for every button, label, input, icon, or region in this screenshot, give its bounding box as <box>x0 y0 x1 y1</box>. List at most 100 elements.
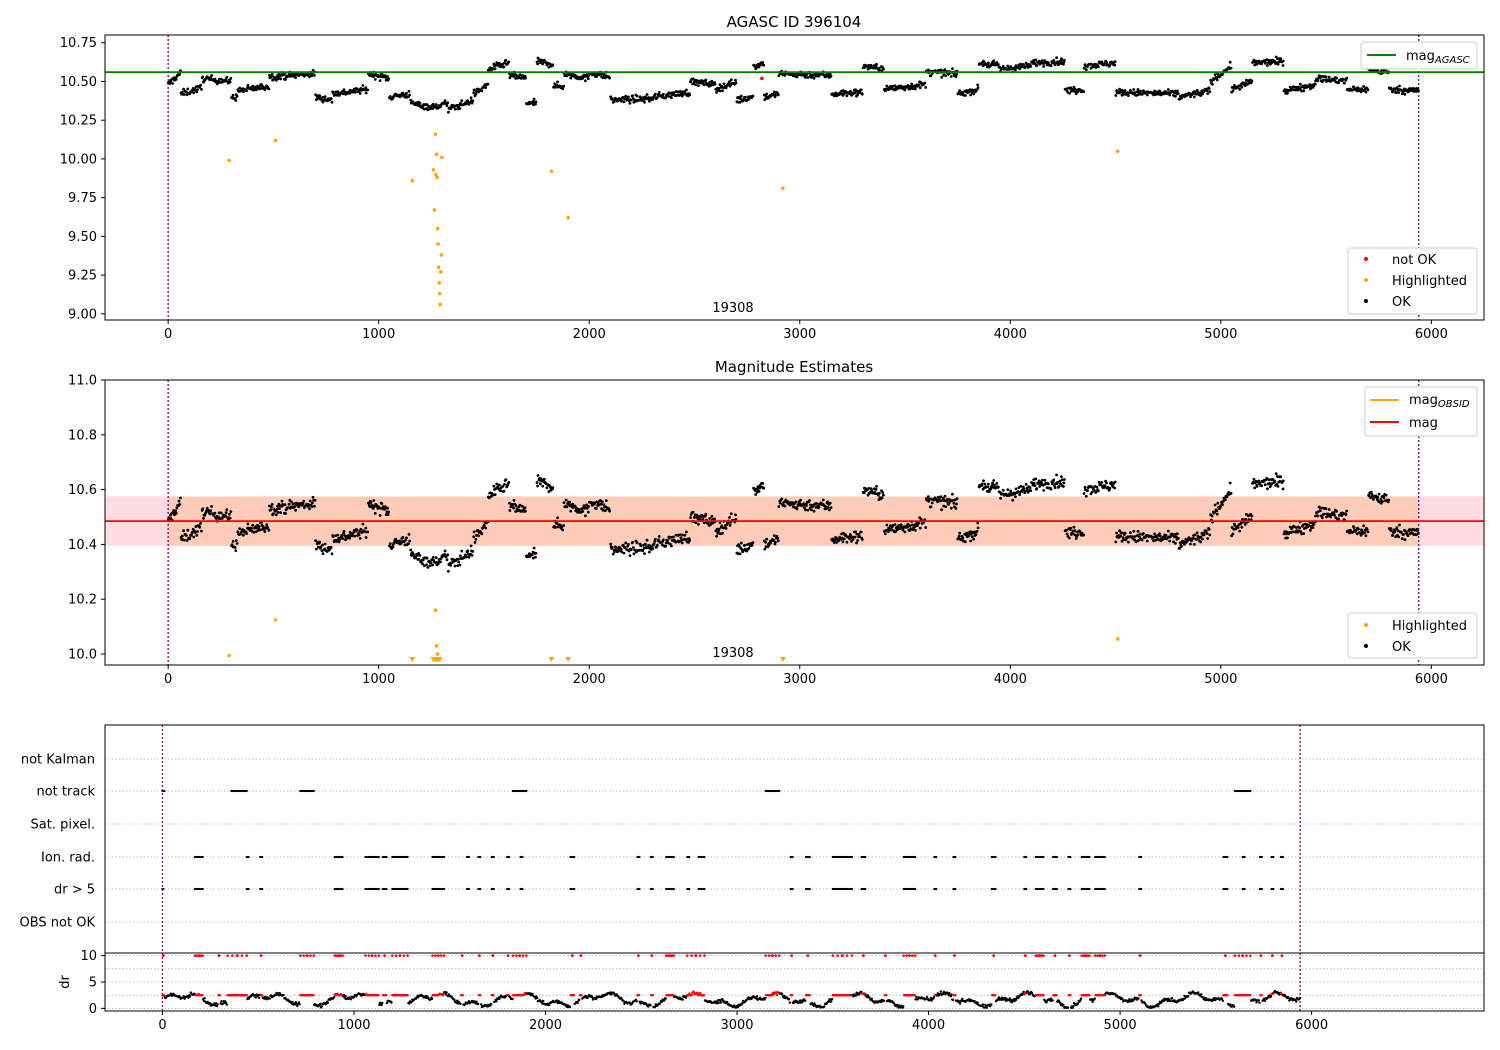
p1-ok-point-1395 <box>1105 60 1108 64</box>
p2-ok-point-1317 <box>1052 478 1056 482</box>
p2-ok-point-1726 <box>1327 508 1331 511</box>
p2-ok-point-455 <box>472 530 476 534</box>
p1-ok-point-1135 <box>929 74 933 78</box>
p2-ok-point-121 <box>248 529 252 532</box>
p1-highlighted-point-16 <box>439 253 444 257</box>
p2-ok-point-1173 <box>955 502 958 506</box>
p2-ok-point-1156 <box>943 494 947 498</box>
p2-ok-point-765 <box>680 541 684 545</box>
p2-ok-point-48 <box>199 522 203 525</box>
dr-point-429 <box>489 1002 493 1006</box>
p1-ok-point-844 <box>734 78 737 82</box>
p2-ok-point-941 <box>799 498 802 502</box>
dr-point-415 <box>479 994 482 997</box>
p1-ok-point-299 <box>368 74 371 77</box>
p1-ok-point-285 <box>358 92 362 95</box>
p1-ok-point-1409 <box>1114 94 1118 97</box>
p2-ok-point-497 <box>501 484 505 488</box>
p2-ok-point-853 <box>739 541 743 545</box>
flag-mark-3-22-3 <box>864 855 867 859</box>
p1-ok-point-1829 <box>1397 91 1400 95</box>
p1-ok-point-225 <box>318 94 322 97</box>
p2-ok-point-304 <box>371 507 375 510</box>
p2-ok-point-1146 <box>937 495 940 499</box>
p1-ok-point-1752 <box>1345 76 1349 80</box>
dr-point-52 <box>201 994 204 997</box>
p2-ok-point-4 <box>169 517 173 521</box>
p1-ok-point-851 <box>738 100 742 104</box>
p1-ok-point-1836 <box>1402 90 1405 93</box>
p2-ok-point-851 <box>738 552 742 556</box>
p1-highlighted-point-0 <box>227 158 232 163</box>
p2-ytick-label-3: 10.6 <box>68 483 97 498</box>
flag-mark-3-5-3 <box>385 855 388 859</box>
p2-ok-point-393 <box>431 556 435 559</box>
p1-ok-point-1069 <box>885 84 889 88</box>
p1-ok-point-17 <box>178 72 182 76</box>
p1-ok-point-952 <box>806 76 810 79</box>
p2-ok-point-513 <box>512 506 515 510</box>
p2-ok-point-18 <box>179 496 182 500</box>
p1-ok-point-1552 <box>1210 79 1214 83</box>
p1-ok-point-621 <box>584 79 587 83</box>
p2-ok-point-307 <box>373 512 377 515</box>
p1-ok-point-1747 <box>1341 78 1345 81</box>
p1-ok-point-1157 <box>944 74 948 77</box>
p1-ok-point-1173 <box>955 72 958 76</box>
flag-mark-4-13-2 <box>521 887 524 891</box>
flag-mark-3-17-2 <box>688 855 691 859</box>
p1-ok-point-1029 <box>858 91 861 94</box>
p1-ok-point-549 <box>536 62 539 66</box>
p2-ok-point-63 <box>209 509 213 513</box>
p2-ok-point-1328 <box>1060 475 1063 478</box>
p2-ok-point-357 <box>407 533 411 536</box>
p1-ok-point-1321 <box>1055 56 1058 60</box>
dr-point-691 <box>690 994 693 997</box>
p2-ok-point-416 <box>447 569 450 573</box>
p2-ok-point-410 <box>443 552 446 556</box>
p1-highlighted-point-7 <box>434 152 439 157</box>
p1-ok-point-1204 <box>976 83 980 87</box>
p1-ok-point-76 <box>217 77 221 81</box>
p2-ok-point-1487 <box>1166 529 1170 533</box>
legend-highlighted-label: Highlighted <box>1392 274 1467 289</box>
p2-ok-point-326 <box>386 513 390 516</box>
p1-ok-point-1715 <box>1320 75 1324 78</box>
p2-ok-point-285 <box>358 537 362 540</box>
legend-ok-label: OK <box>1392 295 1411 310</box>
flag-mark-4-23-3 <box>864 887 867 891</box>
p1-ok-point-713 <box>645 93 649 96</box>
p2-ok-point-1213 <box>982 479 985 483</box>
dr-point-286 <box>380 1003 383 1007</box>
p2-ok-point-143 <box>263 530 267 533</box>
p2-ok-point-740 <box>664 544 667 548</box>
p2-ok-point-1763 <box>1352 526 1356 529</box>
flag-mark-3-34-3 <box>1226 855 1229 859</box>
p2-ok-point-637 <box>595 507 598 510</box>
p1-ok-point-23 <box>182 87 186 91</box>
dr-point-158 <box>282 993 285 997</box>
dr-point-320 <box>406 994 409 997</box>
p2-ok-point-1416 <box>1119 534 1123 538</box>
p2-ok-point-1833 <box>1400 530 1403 534</box>
p2-ok-point-28 <box>185 539 189 542</box>
p1-ok-point-348 <box>401 91 405 95</box>
flag-mark-1-1-10 <box>245 789 248 793</box>
p2-ok-point-1178 <box>958 531 962 535</box>
p2-ok-point-1826 <box>1395 526 1399 530</box>
p2-ok-point-908 <box>776 539 780 543</box>
p2-ok-point-1696 <box>1307 524 1311 527</box>
p1-ytick-label-3: 9.75 <box>68 191 97 206</box>
p2-ok-point-229 <box>321 543 325 547</box>
p2-ok-point-1498 <box>1174 541 1177 545</box>
p2-ok-point-1557 <box>1213 503 1217 507</box>
dr-point-619 <box>635 1000 638 1003</box>
p2-ok-point-225 <box>318 540 322 544</box>
flag-mark-1-0-2 <box>163 789 166 793</box>
p1-ok-point-1502 <box>1176 92 1180 95</box>
p1-ok-point-1650 <box>1276 62 1280 66</box>
p1-ok-point-1645 <box>1273 59 1277 63</box>
p2-ok-point-1527 <box>1193 533 1197 537</box>
p2-ok-point-243 <box>330 552 334 556</box>
p2-ok-point-1107 <box>910 523 914 527</box>
